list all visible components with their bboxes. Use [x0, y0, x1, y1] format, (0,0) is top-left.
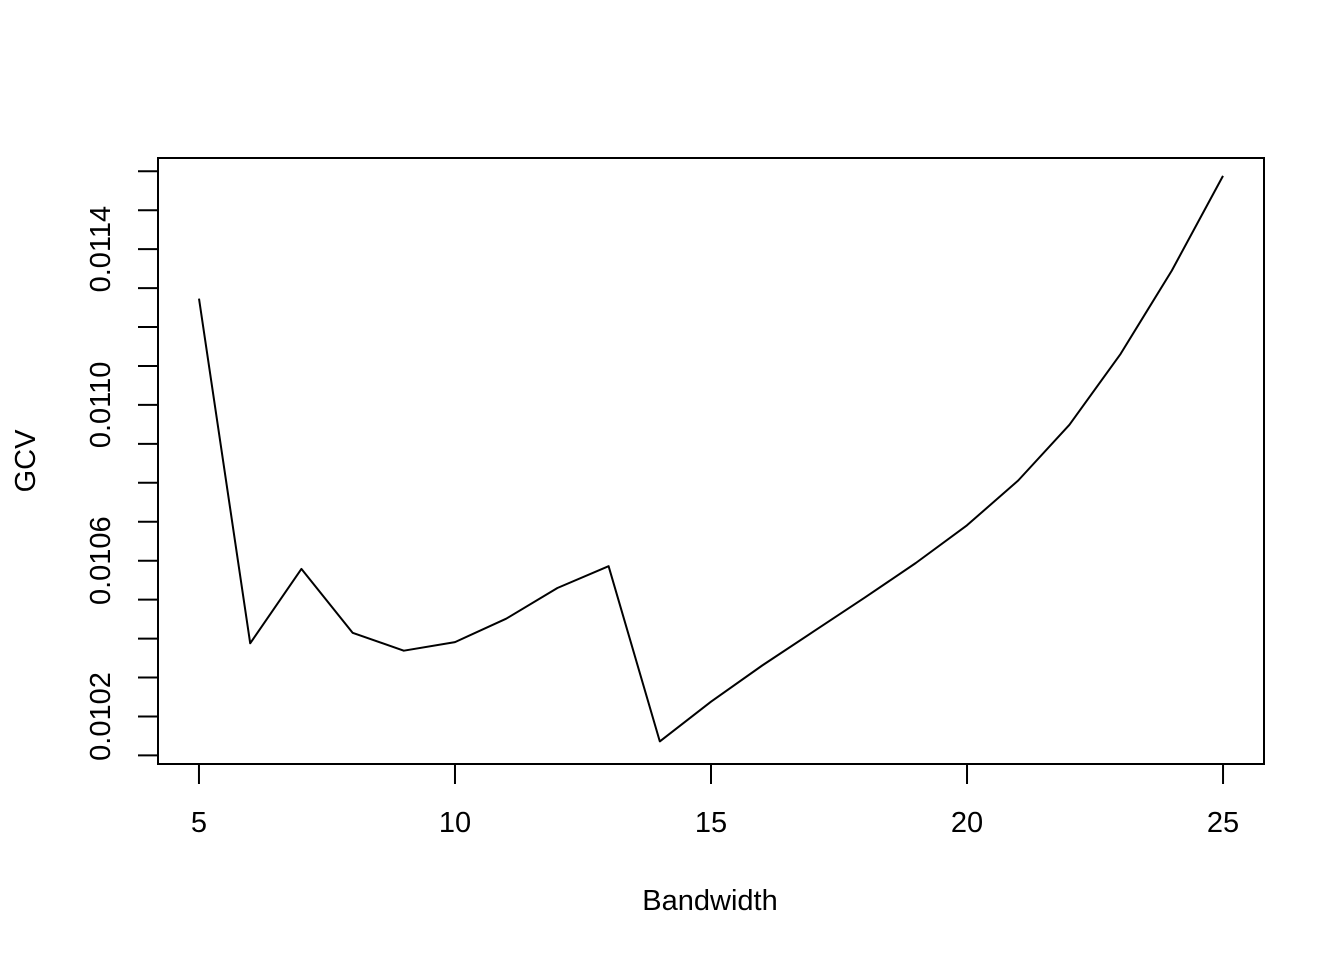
x-tick-label: 15	[695, 807, 727, 839]
x-axis-title: Bandwidth	[642, 885, 777, 917]
y-tick-label: 0.0102	[85, 672, 117, 761]
y-tick-label: 0.0110	[85, 362, 117, 449]
y-axis: 0.0102 0.0106 0.0110 0.0114	[85, 170, 159, 761]
x-tick-label: 10	[439, 807, 471, 839]
x-tick-label: 25	[1207, 807, 1239, 839]
plot-frame	[157, 157, 1265, 765]
series-line-gcv	[198, 175, 1224, 743]
x-axis: 5 10 15 20 25	[191, 763, 1239, 839]
y-axis-title: GCV	[10, 429, 42, 493]
y-tick-label: 0.0114	[85, 206, 117, 293]
y-tick-label: 0.0106	[85, 516, 117, 605]
x-tick-label: 5	[191, 807, 207, 839]
x-tick-label: 20	[951, 807, 983, 839]
